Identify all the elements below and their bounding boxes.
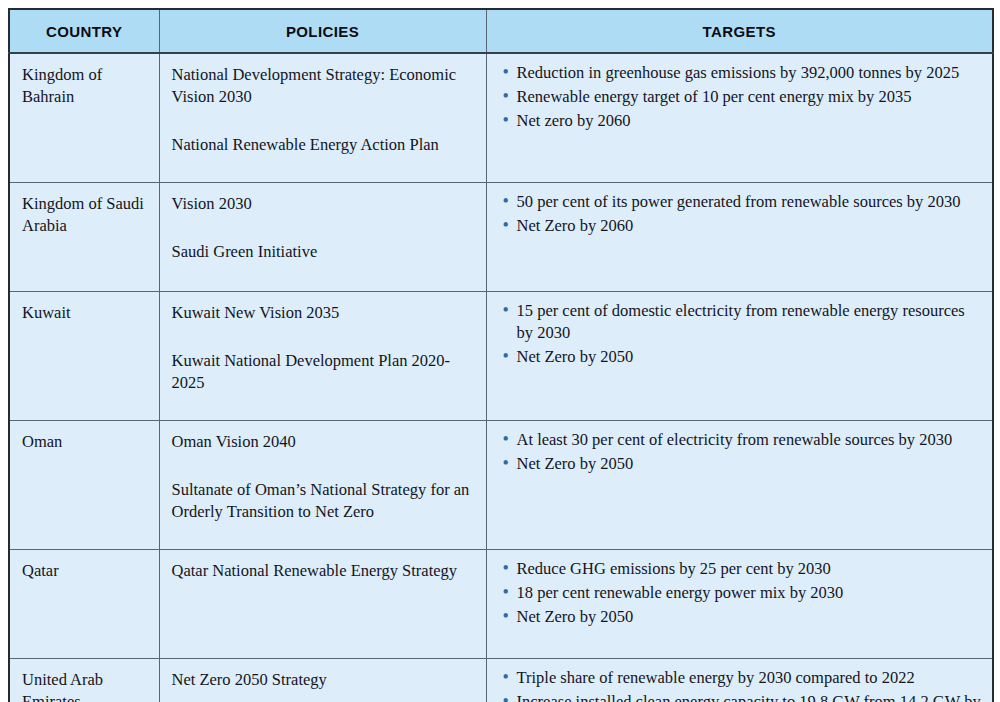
country-cell: Kingdom of Saudi Arabia [9, 183, 159, 292]
column-header-targets: TARGETS [486, 9, 993, 53]
target-item: Net Zero by 2050 [517, 453, 983, 475]
target-item: Increase installed clean energy capacity… [517, 691, 983, 702]
target-item: At least 30 per cent of electricity from… [517, 429, 983, 451]
target-item: Net Zero by 2050 [517, 606, 983, 628]
country-cell: Kuwait [9, 292, 159, 421]
header-row: COUNTRY POLICIES TARGETS [9, 9, 993, 53]
policy-item: Kuwait New Vision 2035 [172, 302, 476, 324]
policy-item: National Renewable Energy Action Plan [172, 134, 476, 156]
targets-cell: Triple share of renewable energy by 2030… [486, 659, 993, 702]
country-cell: Kingdom of Bahrain [9, 53, 159, 183]
column-header-country: COUNTRY [9, 9, 159, 53]
targets-list: 50 per cent of its power generated from … [495, 191, 983, 237]
targets-cell: 50 per cent of its power generated from … [486, 183, 993, 292]
policy-item: Qatar National Renewable Energy Strategy [172, 560, 476, 582]
policy-item: Net Zero 2050 Strategy [172, 669, 476, 691]
table-row: Oman Oman Vision 2040 Sultanate of Oman’s… [9, 421, 993, 550]
targets-cell: 15 per cent of domestic electricity from… [486, 292, 993, 421]
table-row: United Arab Emirates Net Zero 2050 Strat… [9, 659, 993, 702]
policy-item: Kuwait National Development Plan 2020-20… [172, 350, 476, 394]
policy-item: National Development Strategy: Economic … [172, 64, 476, 108]
target-item: 18 per cent renewable energy power mix b… [517, 582, 983, 604]
policy-item: Sultanate of Oman’s National Strategy fo… [172, 479, 476, 523]
table-row: Kingdom of Saudi Arabia Vision 2030 Saudi… [9, 183, 993, 292]
policy-item: Vision 2030 [172, 193, 476, 215]
table-row: Qatar Qatar National Renewable Energy St… [9, 550, 993, 659]
targets-list: Reduce GHG emissions by 25 per cent by 2… [495, 558, 983, 627]
policies-cell: Qatar National Renewable Energy Strategy [159, 550, 486, 659]
target-item: Reduce GHG emissions by 25 per cent by 2… [517, 558, 983, 580]
targets-list: Triple share of renewable energy by 2030… [495, 667, 983, 702]
targets-list: 15 per cent of domestic electricity from… [495, 300, 983, 367]
column-header-policies: POLICIES [159, 9, 486, 53]
targets-cell: Reduction in greenhouse gas emissions by… [486, 53, 993, 183]
target-item: Net zero by 2060 [517, 110, 983, 132]
policies-cell: Oman Vision 2040 Sultanate of Oman’s Nati… [159, 421, 486, 550]
targets-cell: Reduce GHG emissions by 25 per cent by 2… [486, 550, 993, 659]
target-item: Renewable energy target of 10 per cent e… [517, 86, 983, 108]
targets-list: Reduction in greenhouse gas emissions by… [495, 62, 983, 131]
table-row: Kuwait Kuwait New Vision 2035 Kuwait Nati… [9, 292, 993, 421]
country-cell: United Arab Emirates [9, 659, 159, 702]
target-item: Reduction in greenhouse gas emissions by… [517, 62, 983, 84]
target-item: Net Zero by 2060 [517, 215, 983, 237]
target-item: 15 per cent of domestic electricity from… [517, 300, 983, 344]
target-item: 50 per cent of its power generated from … [517, 191, 983, 213]
policies-cell: Kuwait New Vision 2035 Kuwait National De… [159, 292, 486, 421]
targets-list: At least 30 per cent of electricity from… [495, 429, 983, 475]
policy-item: Oman Vision 2040 [172, 431, 476, 453]
policy-item: Saudi Green Initiative [172, 241, 476, 263]
target-item: Triple share of renewable energy by 2030… [517, 667, 983, 689]
gcc-net-zero-policies-table: COUNTRY POLICIES TARGETS Kingdom of Bahr… [8, 8, 994, 702]
country-cell: Qatar [9, 550, 159, 659]
targets-cell: At least 30 per cent of electricity from… [486, 421, 993, 550]
target-item: Net Zero by 2050 [517, 346, 983, 368]
policies-cell: National Development Strategy: Economic … [159, 53, 486, 183]
page: COUNTRY POLICIES TARGETS Kingdom of Bahr… [0, 0, 1000, 702]
country-cell: Oman [9, 421, 159, 550]
table-row: Kingdom of Bahrain National Development … [9, 53, 993, 183]
policies-cell: Vision 2030 Saudi Green Initiative [159, 183, 486, 292]
policies-cell: Net Zero 2050 Strategy [159, 659, 486, 702]
